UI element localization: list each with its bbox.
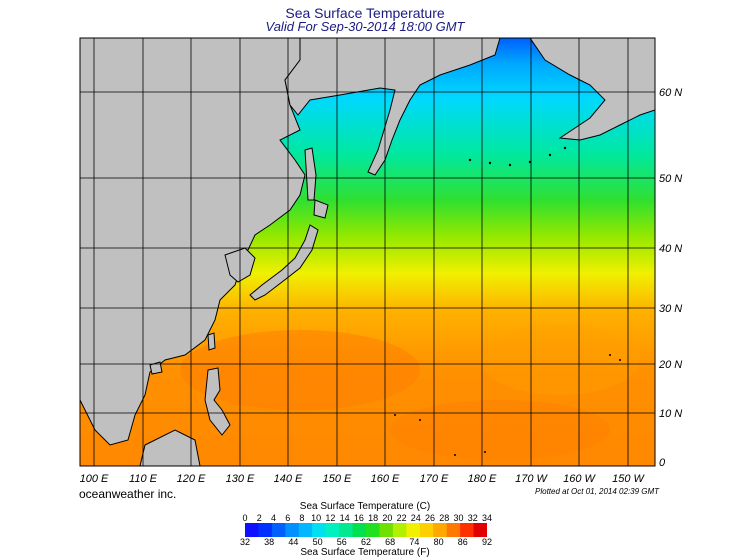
color-scale-swatch — [271, 523, 286, 537]
lon-label-170e: 170 E — [419, 473, 449, 485]
color-scale-swatch — [379, 523, 394, 537]
celsius-tick-label: 22 — [396, 513, 407, 523]
celsius-tick-label: 26 — [425, 513, 436, 523]
alaska-landmass — [529, 38, 655, 141]
color-scale-swatch — [352, 523, 367, 537]
map-frame — [79, 37, 656, 467]
scale-title-celsius: Sea Surface Temperature (C) — [299, 501, 431, 512]
fahrenheit-tick-label: 92 — [481, 537, 492, 547]
map-subtitle: Valid For Sep-30-2014 18:00 GMT — [265, 19, 465, 34]
kamchatka-peninsula — [284, 38, 501, 176]
lat-label-0: 0 — [659, 457, 666, 469]
fahrenheit-tick-label: 74 — [409, 537, 420, 547]
lat-label-10n: 10 N — [659, 408, 683, 420]
color-scale-swatch — [258, 523, 273, 537]
celsius-tick-label: 18 — [368, 513, 379, 523]
celsius-tick-label: 8 — [299, 513, 305, 523]
color-scale-swatch — [392, 523, 407, 537]
lon-label-110e: 110 E — [129, 473, 157, 485]
fahrenheit-tick-label: 80 — [433, 537, 444, 547]
celsius-tick-label: 12 — [325, 513, 336, 523]
fahrenheit-tick-label: 44 — [288, 537, 299, 547]
celsius-tick-label: 34 — [481, 513, 492, 523]
lon-label-160e: 160 E — [370, 473, 400, 485]
color-scale-swatch — [460, 523, 475, 537]
borneo-island — [139, 429, 201, 466]
color-scale-swatch — [446, 523, 461, 537]
celsius-tick-label: 16 — [353, 513, 364, 523]
lat-label-40n: 40 N — [659, 243, 683, 255]
scale-title-fahrenheit: Sea Surface Temperature (F) — [300, 547, 430, 558]
color-scale-swatch — [419, 523, 434, 537]
lon-label-150e: 150 E — [322, 473, 352, 485]
lon-label-160w: 160 W — [563, 473, 595, 485]
lon-label-180e: 180 E — [467, 473, 497, 485]
color-scale-swatch — [406, 523, 421, 537]
lon-label-130e: 130 E — [225, 473, 255, 485]
color-scale-swatch — [245, 523, 259, 537]
color-scale-swatch — [312, 523, 327, 537]
color-scale-swatch — [433, 523, 448, 537]
lat-label-20n: 20 N — [659, 359, 683, 371]
sakhalin-island — [304, 147, 317, 201]
philippines-islands — [204, 367, 231, 436]
color-scale-bar — [245, 523, 487, 537]
celsius-tick-label: 6 — [285, 513, 291, 523]
fahrenheit-tick-label: 62 — [360, 537, 371, 547]
celsius-tick-label: 10 — [311, 513, 322, 523]
fahrenheit-tick-label: 50 — [312, 537, 323, 547]
celsius-tick-label: 2 — [256, 513, 262, 523]
map-title: Sea Surface Temperature — [285, 5, 445, 21]
color-scale-swatch — [473, 523, 487, 537]
lat-label-60n: 60 N — [659, 87, 683, 99]
celsius-tick-label: 14 — [339, 513, 350, 523]
japan-islands — [249, 224, 319, 301]
color-scale-swatch — [325, 523, 340, 537]
fahrenheit-tick-label: 32 — [239, 537, 250, 547]
lat-label-50n: 50 N — [659, 173, 683, 185]
color-scale-swatch — [339, 523, 354, 537]
celsius-tick-label: 20 — [382, 513, 393, 523]
lon-label-170w: 170 W — [515, 473, 547, 485]
lat-label-30n: 30 N — [659, 303, 683, 315]
lon-label-140e: 140 E — [273, 473, 303, 485]
fahrenheit-tick-label: 86 — [457, 537, 468, 547]
celsius-tick-label: 30 — [453, 513, 464, 523]
celsius-tick-label: 28 — [439, 513, 450, 523]
celsius-tick-label: 24 — [410, 513, 421, 523]
fahrenheit-tick-label: 38 — [264, 537, 275, 547]
celsius-tick-label: 0 — [242, 513, 248, 523]
color-scale-swatch — [366, 523, 380, 537]
lon-label-120e: 120 E — [176, 473, 206, 485]
lat-lon-grid — [80, 38, 655, 466]
fahrenheit-tick-label: 68 — [385, 537, 396, 547]
lon-label-150w: 150 W — [612, 473, 644, 485]
color-scale-swatch — [285, 523, 300, 537]
celsius-tick-label: 4 — [270, 513, 276, 523]
lon-label-100e: 100 E — [79, 473, 109, 485]
color-scale-swatch — [298, 523, 313, 537]
celsius-tick-label: 32 — [467, 513, 478, 523]
fahrenheit-tick-label: 56 — [336, 537, 347, 547]
credit-text: oceanweather inc. — [79, 487, 177, 501]
plotted-timestamp: Plotted at Oct 01, 2014 02:39 GMT — [535, 487, 660, 496]
